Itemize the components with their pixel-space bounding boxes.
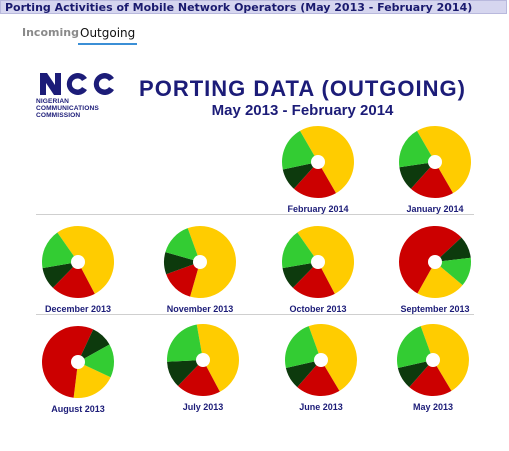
pie-slice-dark-green	[435, 237, 471, 262]
logo-line-2: COMMUNICATIONS	[36, 105, 99, 112]
pie-slice-yellow	[187, 226, 236, 299]
pie-month-label: August 2013	[51, 404, 105, 414]
pie-center-hole	[71, 355, 85, 369]
row-divider	[36, 214, 474, 215]
pie-slice-red	[409, 360, 452, 396]
pie-slice-red	[293, 162, 336, 199]
pie-slice-yellow	[73, 362, 111, 398]
pie-slice-red	[52, 262, 95, 298]
pie-center-hole	[311, 255, 325, 269]
pie-svg	[163, 226, 236, 299]
pie-slice-green	[282, 232, 318, 269]
pie-chart: July 2013	[153, 322, 253, 412]
pie-slice-green	[435, 257, 472, 286]
ncc-logo: NIGERIAN COMMUNICATIONS COMMISSION	[36, 72, 122, 122]
pie-slice-red	[41, 325, 94, 398]
pie-slice-red	[292, 262, 335, 298]
pie-chart: June 2013	[271, 322, 371, 412]
pie-chart: November 2013	[150, 224, 250, 314]
pie-slice-yellow	[196, 324, 240, 392]
pie-svg	[396, 324, 469, 396]
pie-chart: February 2014	[268, 124, 368, 214]
pie-center-hole	[71, 255, 85, 269]
pie-slice-dark-green	[397, 360, 433, 388]
pie-month-label: February 2014	[287, 204, 349, 214]
row-divider	[36, 314, 474, 315]
pie-chart: October 2013	[268, 224, 368, 314]
pie-center-hole	[196, 353, 210, 367]
pie-slice-yellow	[308, 324, 357, 391]
pie-center-hole	[428, 255, 442, 269]
pie-slice-red	[297, 360, 340, 396]
pie-svg	[398, 226, 472, 299]
pie-slice-green	[284, 326, 321, 368]
pie-slice-yellow	[297, 225, 355, 294]
pie-center-hole	[426, 353, 440, 367]
pie-svg	[41, 325, 115, 398]
pie-svg	[282, 225, 355, 298]
pie-slice-dark-green	[167, 360, 203, 386]
pie-slice-yellow	[417, 262, 463, 299]
pie-slice-yellow	[57, 225, 115, 294]
pie-month-label: May 2013	[412, 402, 454, 412]
pie-slice-green	[78, 344, 115, 378]
pie-month-label: January 2014	[406, 204, 464, 214]
pie-month-label: July 2013	[182, 402, 224, 412]
pie-chart: September 2013	[385, 224, 485, 314]
pie-slice-dark-green	[285, 360, 321, 388]
pie-svg	[284, 324, 357, 396]
pie-slice-green	[42, 232, 78, 269]
pie-center-hole	[311, 155, 325, 169]
pie-slice-green	[399, 130, 435, 168]
pie-month-label: October 2013	[289, 304, 347, 314]
pie-slice-dark-green	[42, 262, 78, 288]
tab-incoming[interactable]: Incoming	[22, 26, 79, 39]
pie-slice-green	[396, 326, 433, 368]
tab-outgoing[interactable]: Outgoing	[77, 26, 138, 45]
window-title: Porting Activities of Mobile Network Ope…	[0, 0, 507, 14]
pie-svg	[282, 126, 354, 199]
pie-slice-dark-green	[163, 252, 200, 275]
pie-chart: May 2013	[383, 322, 483, 412]
pie-svg	[42, 225, 115, 298]
pie-month-label: December 2013	[44, 304, 112, 314]
logo-line-3: COMMISSION	[36, 112, 81, 119]
pie-slice-yellow	[417, 126, 471, 194]
page-title: PORTING DATA (OUTGOING)	[139, 76, 466, 101]
pie-slice-dark-green	[282, 262, 318, 288]
pie-center-hole	[428, 155, 442, 169]
page-subtitle: May 2013 - February 2014	[211, 102, 394, 119]
pie-center-hole	[193, 255, 207, 269]
pie-chart: August 2013	[28, 324, 128, 414]
pie-center-hole	[314, 353, 328, 367]
pie-slice-yellow	[300, 126, 354, 194]
pie-svg	[399, 126, 471, 199]
pie-slice-green	[165, 228, 200, 262]
pie-svg	[166, 324, 240, 397]
pie-slice-dark-green	[399, 162, 435, 189]
pie-month-label: June 2013	[299, 402, 343, 412]
pie-month-label: September 2013	[400, 304, 470, 314]
pie-slice-dark-green	[78, 329, 110, 362]
pie-chart: January 2014	[385, 124, 485, 214]
logo-line-1: NIGERIAN	[36, 98, 70, 105]
pie-slice-dark-green	[282, 162, 318, 189]
pie-slice-red	[177, 360, 220, 397]
pie-month-label: November 2013	[166, 304, 234, 314]
pie-slice-green	[282, 130, 318, 170]
pie-chart: December 2013	[28, 224, 128, 314]
ncc-logo-mark	[40, 73, 114, 95]
pie-slice-green	[166, 324, 203, 362]
pie-slice-red	[410, 162, 453, 199]
pie-slice-red	[166, 262, 200, 297]
pie-slice-yellow	[420, 324, 469, 391]
